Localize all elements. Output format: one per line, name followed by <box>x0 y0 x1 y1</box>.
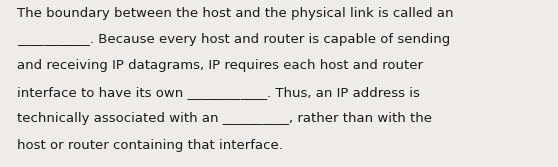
Text: The boundary between the host and the physical link is called an: The boundary between the host and the ph… <box>17 7 453 20</box>
Text: and receiving IP datagrams, IP requires each host and router: and receiving IP datagrams, IP requires … <box>17 59 423 72</box>
Text: technically associated with an __________, rather than with the: technically associated with an _________… <box>17 112 432 125</box>
Text: host or router containing that interface.: host or router containing that interface… <box>17 139 282 152</box>
Text: ___________. Because every host and router is capable of sending: ___________. Because every host and rout… <box>17 33 450 46</box>
Text: interface to have its own ____________. Thus, an IP address is: interface to have its own ____________. … <box>17 86 420 99</box>
